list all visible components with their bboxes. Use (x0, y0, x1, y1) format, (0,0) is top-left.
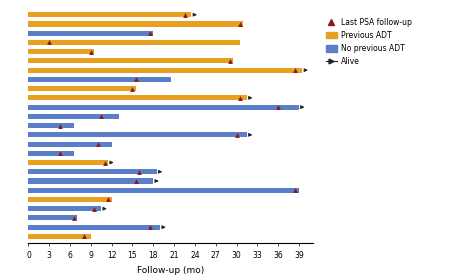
Bar (28, 160, 108, 165)
Bar (28, 151, 73, 156)
Bar (28, 114, 118, 119)
Bar (28, 95, 247, 100)
Bar (28, 77, 171, 82)
Bar (28, 59, 233, 63)
Bar (28, 169, 157, 174)
Bar (28, 197, 112, 202)
Bar (28, 49, 94, 54)
X-axis label: Follow-up (mo): Follow-up (mo) (137, 266, 204, 275)
Bar (28, 31, 153, 36)
Bar (28, 132, 247, 137)
Bar (28, 40, 240, 45)
Bar (28, 142, 112, 147)
Bar (28, 105, 299, 110)
Bar (28, 86, 136, 91)
Bar (28, 22, 244, 26)
Bar (28, 12, 191, 17)
Legend: Last PSA follow-up, Previous ADT, No previous ADT, Alive: Last PSA follow-up, Previous ADT, No pre… (326, 18, 411, 66)
Bar (28, 215, 77, 221)
Bar (28, 225, 160, 230)
Bar (28, 188, 299, 193)
Bar (28, 234, 91, 239)
Bar (28, 123, 73, 128)
Bar (28, 179, 153, 184)
Bar (28, 206, 101, 211)
Bar (28, 68, 302, 73)
